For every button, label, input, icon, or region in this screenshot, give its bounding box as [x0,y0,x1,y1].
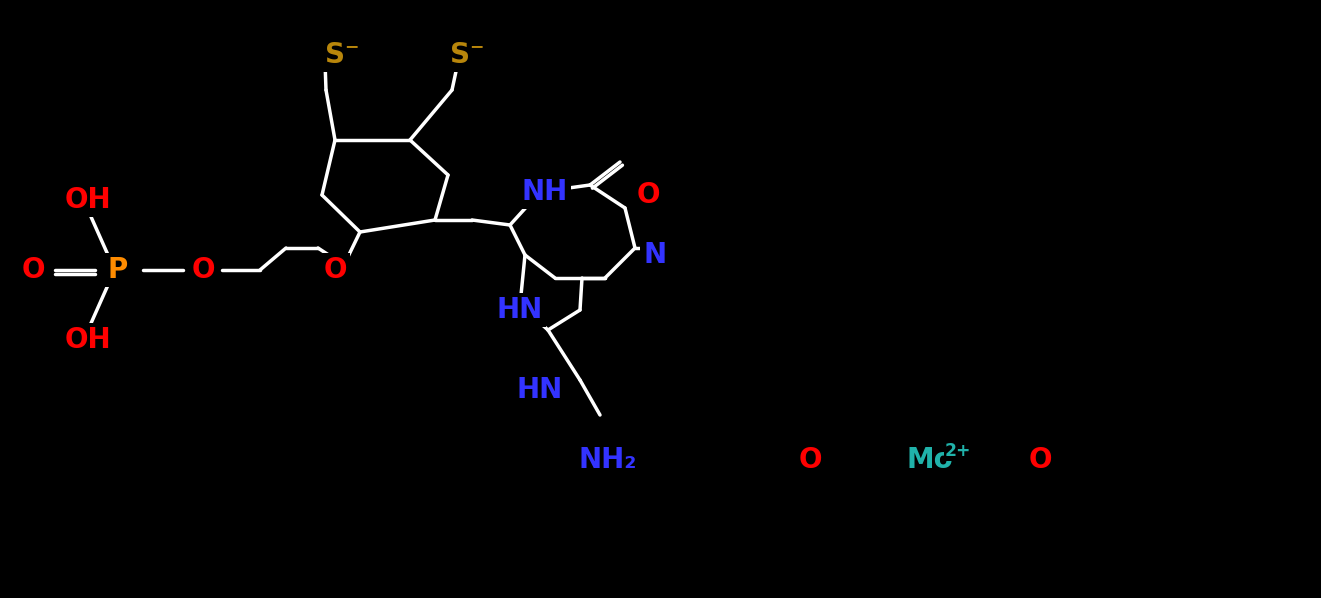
Text: O: O [192,256,215,284]
Text: HN: HN [517,376,563,404]
Text: −: − [469,37,483,55]
Text: OH: OH [65,326,111,354]
Text: Mo: Mo [906,446,954,474]
Text: O: O [798,446,822,474]
Text: NH₂: NH₂ [579,446,637,474]
Text: P: P [108,256,128,284]
Text: 2+: 2+ [945,442,971,460]
Text: O: O [1028,446,1052,474]
Text: OH: OH [65,186,111,214]
Text: N: N [643,241,667,269]
Text: S: S [450,41,470,69]
Text: HN: HN [497,296,543,324]
Text: S: S [325,41,345,69]
Text: −: − [345,37,359,55]
Text: O: O [324,256,346,284]
Text: O: O [21,256,45,284]
Text: NH: NH [522,178,568,206]
Text: O: O [637,181,659,209]
